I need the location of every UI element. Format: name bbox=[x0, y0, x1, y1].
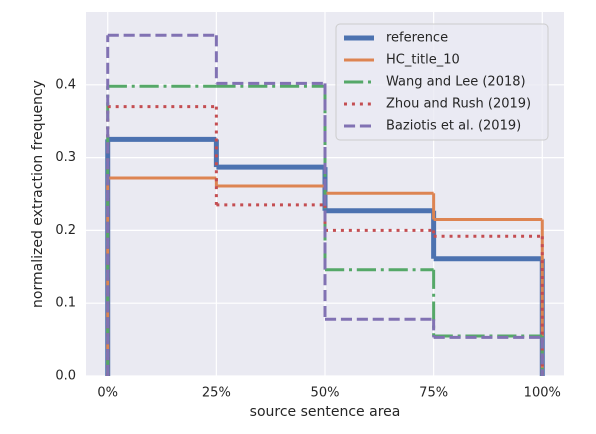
x-axis-label: source sentence area bbox=[250, 404, 401, 420]
y-axis-label: normalized extraction frequency bbox=[30, 80, 46, 308]
legend-label: HC_title_10 bbox=[386, 53, 460, 68]
y-tick-label: 0.1 bbox=[55, 296, 76, 311]
x-tick-label: 25% bbox=[202, 386, 231, 401]
legend-label: Wang and Lee (2018) bbox=[386, 75, 526, 90]
x-tick-label: 50% bbox=[311, 386, 340, 401]
legend-box bbox=[335, 23, 549, 141]
marks bbox=[105, 33, 545, 376]
legend-label: Baziotis et al. (2019) bbox=[386, 119, 521, 134]
x-tick-label: 0% bbox=[97, 386, 118, 401]
y-tick-label: 0.2 bbox=[55, 223, 76, 238]
y-tick-label: 0.4 bbox=[55, 77, 76, 92]
y-tick-label: 0.3 bbox=[55, 150, 76, 165]
x-tick-label: 75% bbox=[419, 386, 448, 401]
y-tick-label: 0.0 bbox=[55, 369, 76, 384]
x-tick-label: 100% bbox=[524, 386, 561, 401]
legend-label: reference bbox=[386, 31, 448, 46]
legend: reference HC_title_10 Wang and Lee (2018) Z… bbox=[335, 23, 549, 141]
legend-label: Zhou and Rush (2019) bbox=[386, 97, 531, 112]
